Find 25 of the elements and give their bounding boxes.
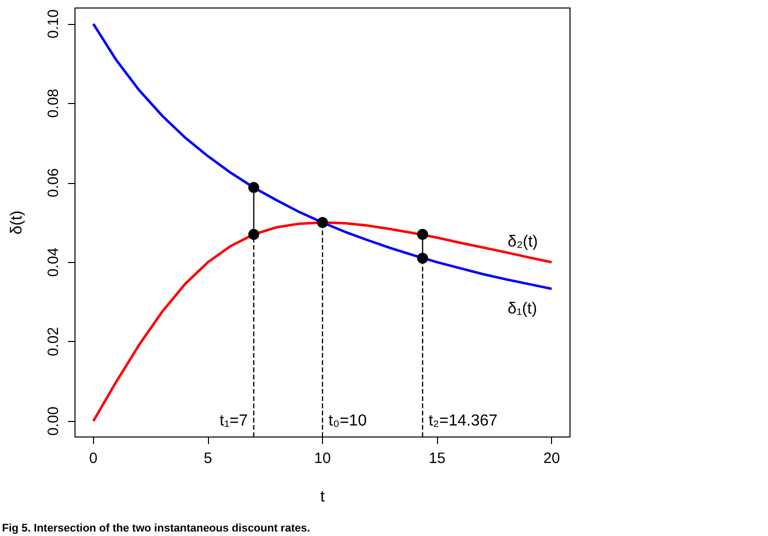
x-tick-label: 10 [314,450,331,467]
caption: Fig 5. Intersection of the two instantaneous discount rates. [2,522,310,534]
series-label: δ₁(t) [508,300,538,318]
x-tick-label: 5 [204,450,212,467]
y-tick-label: 0.06 [45,168,62,198]
annotation: t₁=7 [220,412,248,430]
y-tick-label: 0.08 [45,88,62,118]
point [248,182,260,194]
annotation: t₂=14.367 [428,412,498,430]
annotation: t₀=10 [328,412,367,430]
x-tick-label: 0 [89,450,98,467]
y-axis-title: δ(t) [8,210,26,235]
y-tick-label: 0.10 [45,9,62,38]
series-label: δ₂(t) [508,234,538,251]
x-tick-label: 15 [428,450,446,467]
point [317,217,328,228]
y-tick-label: 0.00 [45,406,62,436]
y-tick-label: 0.02 [45,327,62,356]
point [248,228,260,240]
point [417,252,428,264]
x-tick-label: 20 [543,450,560,467]
x-axis-title: t [320,488,326,506]
line-series [92,22,553,290]
point [417,228,428,240]
y-tick-label: 0.04 [45,248,62,277]
